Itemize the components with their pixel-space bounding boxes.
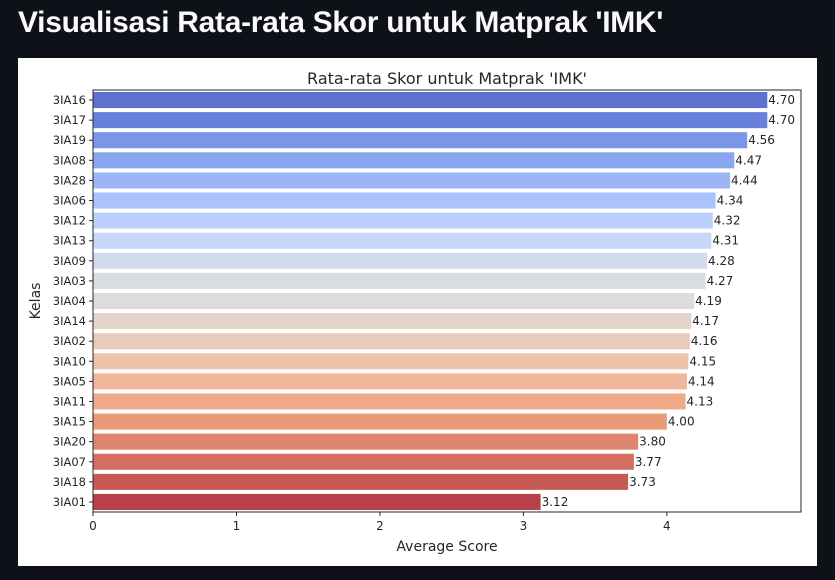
bar-3ia20	[93, 433, 639, 450]
value-label: 4.14	[688, 374, 715, 388]
page-title: Visualisasi Rata-rata Skor untuk Matprak…	[18, 6, 664, 39]
value-label: 4.27	[707, 274, 734, 288]
value-label: 4.00	[668, 415, 695, 429]
value-label: 4.13	[687, 394, 714, 408]
bar-3ia08	[93, 152, 735, 169]
value-labels: 4.70 4.70 4.56 4.47 4.44 4.34 4.32 4.31 4.28 4.27…	[542, 93, 795, 509]
value-label: 4.47	[735, 153, 762, 167]
bar-3ia07	[93, 453, 634, 470]
value-label: 4.19	[695, 294, 722, 308]
value-label: 3.73	[629, 475, 656, 489]
bar-3ia15	[93, 413, 667, 430]
value-label: 4.17	[692, 314, 719, 328]
bar-3ia03	[93, 272, 706, 289]
bar-3ia02	[93, 333, 690, 350]
y-tick-label: 3IA20	[53, 435, 86, 449]
x-tick-label: 0	[89, 519, 97, 533]
y-tick-label: 3IA03	[53, 274, 86, 288]
bar-3ia09	[93, 252, 708, 269]
y-tick-label: 3IA09	[53, 254, 86, 268]
chart-figure: Rata-rata Skor untuk Matprak 'IMK' 3IA16…	[18, 58, 817, 566]
y-axis-label: Kelas	[28, 283, 44, 320]
y-tick-label: 3IA07	[53, 455, 86, 469]
value-label: 3.12	[542, 495, 569, 509]
bar-3ia14	[93, 313, 692, 330]
bar-3ia13	[93, 232, 712, 249]
y-tick-label: 3IA06	[53, 194, 86, 208]
bar-3ia01	[93, 493, 541, 510]
y-tick-label: 3IA13	[53, 234, 86, 248]
plot-frame	[92, 89, 802, 513]
x-axis-label: Average Score	[396, 539, 497, 555]
bar-3ia19	[93, 132, 748, 149]
bar-series	[93, 92, 768, 510]
value-label: 4.15	[689, 354, 716, 368]
x-tick-label: 2	[376, 519, 384, 533]
y-tick-label: 3IA15	[53, 415, 86, 429]
value-label: 4.70	[768, 113, 795, 127]
value-label: 4.16	[691, 334, 718, 348]
value-label: 4.28	[708, 254, 735, 268]
bar-3ia28	[93, 172, 730, 189]
value-label: 4.32	[714, 214, 741, 228]
bar-3ia04	[93, 292, 695, 310]
value-label: 4.56	[748, 133, 775, 147]
y-tick-label: 3IA05	[53, 374, 86, 388]
bar-3ia06	[93, 192, 716, 209]
value-label: 3.77	[635, 455, 662, 469]
y-tick-label: 3IA11	[53, 394, 86, 408]
y-tick-label: 3IA19	[53, 133, 86, 147]
y-tick-label: 3IA08	[53, 153, 86, 167]
bar-3ia17	[93, 112, 768, 129]
y-tick-label: 3IA04	[53, 294, 86, 308]
value-label: 3.80	[639, 435, 666, 449]
y-tick-label: 3IA02	[53, 334, 86, 348]
x-tick-label: 1	[233, 519, 241, 533]
chart-title: Rata-rata Skor untuk Matprak 'IMK'	[307, 69, 587, 88]
y-tick-label: 3IA18	[53, 475, 86, 489]
y-tick-label: 3IA10	[53, 354, 86, 368]
y-tick-labels: 3IA16 3IA17 3IA19 3IA08 3IA28 3IA06 3IA12 3IA13…	[53, 93, 93, 509]
y-tick-label: 3IA16	[53, 93, 86, 107]
bar-3ia16	[93, 92, 768, 109]
y-tick-label: 3IA12	[53, 214, 86, 228]
y-tick-label: 3IA28	[53, 173, 86, 187]
bar-3ia10	[93, 353, 689, 370]
value-label: 4.31	[712, 234, 739, 248]
bar-3ia12	[93, 212, 713, 229]
bar-3ia18	[93, 473, 629, 490]
y-tick-label: 3IA01	[53, 495, 86, 509]
bar-3ia11	[93, 393, 686, 410]
bar-3ia05	[93, 373, 687, 390]
x-tick-label: 3	[520, 519, 528, 533]
x-tick-label: 4	[663, 519, 671, 533]
y-tick-label: 3IA14	[53, 314, 86, 328]
y-tick-label: 3IA17	[53, 113, 86, 127]
value-label: 4.44	[731, 173, 758, 187]
x-axis-ticks: 0 1 2 3 4	[89, 512, 671, 533]
value-label: 4.34	[717, 194, 744, 208]
value-label: 4.70	[768, 93, 795, 107]
bar-chart: Rata-rata Skor untuk Matprak 'IMK' 3IA16…	[28, 69, 802, 555]
